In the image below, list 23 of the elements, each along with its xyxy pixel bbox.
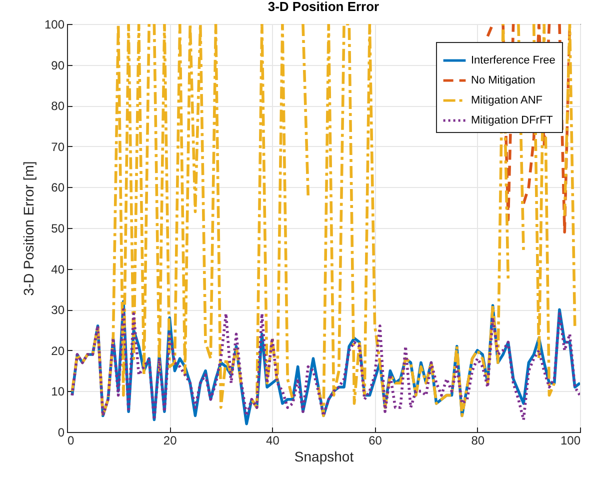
y-tick-label: 30 (51, 303, 65, 318)
legend-label: Interference Free (471, 54, 556, 66)
y-tick-label: 70 (51, 140, 65, 154)
x-tick-label: 20 (163, 434, 178, 448)
y-tick-label: 10 (51, 384, 65, 399)
x-tick-label: 80 (471, 434, 485, 448)
y-tick-label: 20 (51, 344, 65, 358)
chart-title: 3-D Position Error (268, 0, 380, 14)
x-tick-label: 100 (560, 434, 581, 448)
legend-label: Mitigation DFrFT (471, 114, 554, 126)
legend-label: Mitigation ANF (471, 94, 543, 106)
x-tick-label: 0 (68, 434, 74, 448)
y-tick-label: 40 (51, 262, 65, 276)
y-tick-label: 100 (44, 18, 65, 32)
y-tick-label: 50 (51, 222, 65, 236)
y-axis-title: 3-D Position Error [m] (20, 161, 36, 296)
x-tick-label: 60 (368, 434, 382, 448)
y-tick-label: 90 (51, 58, 65, 72)
y-tick-label: 60 (51, 180, 65, 195)
y-tick-label: 80 (51, 99, 65, 114)
legend-label: No Mitigation (471, 74, 536, 86)
x-axis-title: Snapshot (294, 448, 354, 464)
x-tick-label: 40 (266, 434, 280, 448)
